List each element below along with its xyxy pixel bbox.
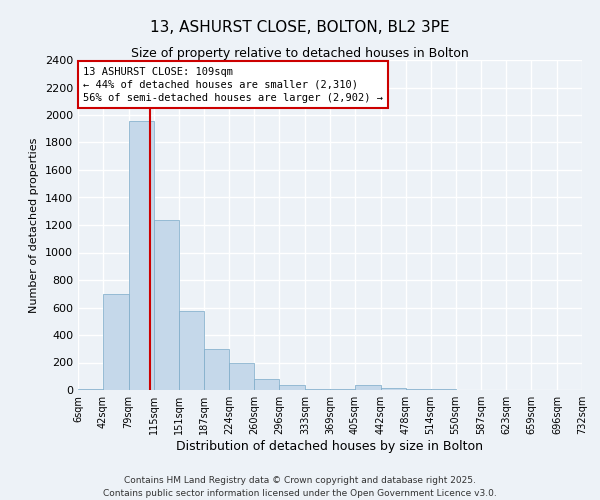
Text: 13, ASHURST CLOSE, BOLTON, BL2 3PE: 13, ASHURST CLOSE, BOLTON, BL2 3PE bbox=[150, 20, 450, 35]
Bar bbox=[355, 385, 380, 390]
Text: Size of property relative to detached houses in Bolton: Size of property relative to detached ho… bbox=[131, 48, 469, 60]
Text: Contains HM Land Registry data © Crown copyright and database right 2025.
Contai: Contains HM Land Registry data © Crown c… bbox=[103, 476, 497, 498]
Bar bbox=[380, 388, 406, 390]
Bar bbox=[78, 388, 103, 390]
X-axis label: Distribution of detached houses by size in Bolton: Distribution of detached houses by size … bbox=[176, 440, 484, 453]
Bar bbox=[179, 311, 203, 390]
Bar bbox=[280, 384, 305, 390]
Bar bbox=[103, 294, 128, 390]
Bar bbox=[305, 388, 330, 390]
Bar bbox=[229, 362, 254, 390]
Bar bbox=[154, 220, 179, 390]
Y-axis label: Number of detached properties: Number of detached properties bbox=[29, 138, 40, 312]
Bar bbox=[254, 379, 280, 390]
Text: 13 ASHURST CLOSE: 109sqm
← 44% of detached houses are smaller (2,310)
56% of sem: 13 ASHURST CLOSE: 109sqm ← 44% of detach… bbox=[83, 66, 383, 103]
Bar bbox=[203, 349, 229, 390]
Bar bbox=[128, 120, 154, 390]
